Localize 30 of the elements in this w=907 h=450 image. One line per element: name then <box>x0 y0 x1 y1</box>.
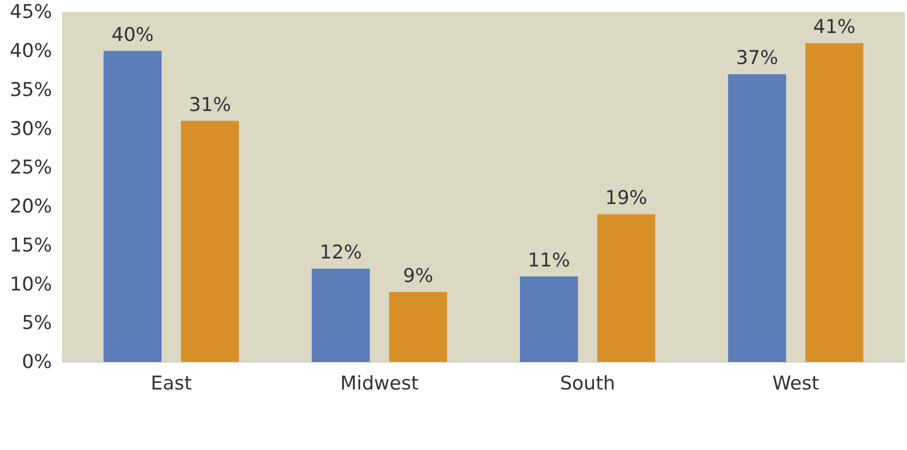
bar <box>520 276 578 362</box>
data-label: 40% <box>112 24 154 46</box>
bar <box>312 268 370 362</box>
y-tick-label: 0% <box>22 351 52 374</box>
bar <box>180 120 239 362</box>
data-label: 31% <box>188 94 232 116</box>
bar <box>597 214 656 362</box>
y-tick-label: 5% <box>22 312 52 334</box>
bar <box>104 50 162 362</box>
bar <box>805 43 864 362</box>
x-tick-label: Midwest <box>340 372 419 394</box>
y-tick-label: 35% <box>10 78 52 101</box>
data-label: 11% <box>528 249 570 272</box>
data-label: 41% <box>813 16 856 38</box>
data-label: 37% <box>736 47 778 70</box>
x-tick-label: South <box>560 372 616 394</box>
data-label: 9% <box>403 265 434 287</box>
y-tick-label: 40% <box>10 40 52 62</box>
data-label: 12% <box>320 242 362 264</box>
y-tick-label: 30% <box>10 118 52 140</box>
y-tick-label: 25% <box>10 156 52 179</box>
y-tick-label: 15% <box>10 234 52 256</box>
bar <box>389 292 448 362</box>
y-tick-label: 10% <box>10 273 52 296</box>
y-tick-label: 20% <box>10 196 52 218</box>
x-tick-label: West <box>772 372 820 394</box>
x-tick-label: East <box>150 372 192 394</box>
bar <box>728 74 786 362</box>
y-tick-label: 45% <box>10 1 52 24</box>
data-label: 19% <box>605 187 648 210</box>
